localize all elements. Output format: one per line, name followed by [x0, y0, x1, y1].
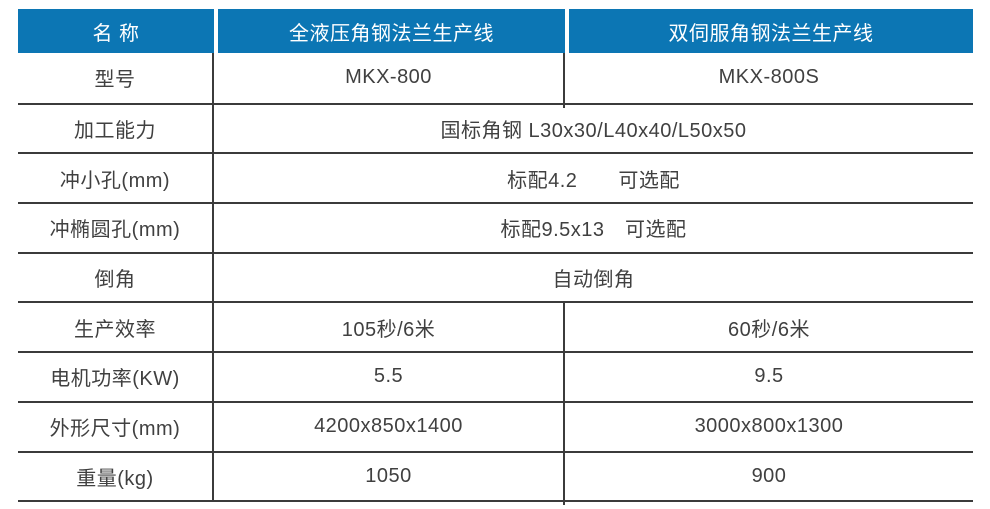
row-value-2: 900	[751, 464, 787, 487]
row-value-1: 105秒/6米	[214, 303, 565, 356]
table-row-small-hole: 冲小孔(mm) 标配4.2 可选配	[18, 152, 973, 203]
row-label: 重量(kg)	[18, 452, 214, 501]
row-value-2: MKX-800S	[718, 66, 820, 89]
table-row-oval-hole: 冲椭圆孔(mm) 标配9.5x13 可选配	[18, 202, 973, 252]
row-value-span: 标配9.5x13 可选配	[500, 219, 687, 242]
row-label: 加工能力	[18, 104, 214, 153]
table-row-dimensions: 外形尺寸(mm) 4200x850x1400 3000x800x1300	[18, 400, 973, 456]
row-value-span: 标配4.2 可选配	[507, 169, 680, 192]
row-label: 电机功率(KW)	[18, 353, 214, 401]
row-value-2: 3000x800x1300	[694, 415, 844, 438]
row-value-1: MKX-800	[214, 53, 565, 108]
row-value-2: 60秒/6米	[728, 318, 810, 341]
row-label: 外形尺寸(mm)	[18, 402, 214, 451]
table-row-motor-power: 电机功率(KW) 5.5 9.5	[18, 351, 973, 406]
table-row-model: 型号 MKX-800 MKX-800S	[18, 53, 973, 108]
row-value-1: 1050	[214, 452, 565, 505]
table-row-weight: 重量(kg) 1050 900	[18, 450, 973, 505]
row-value-2: 9.5	[754, 365, 784, 388]
table-row-chamfer: 倒角 自动倒角	[18, 251, 973, 302]
header-product-1: 全液压角钢法兰生产线	[214, 9, 565, 53]
table-header-row: 名 称 全液压角钢法兰生产线 双伺服角钢法兰生产线	[18, 9, 973, 53]
row-value-1: 4200x850x1400	[214, 402, 565, 456]
table-row-efficiency: 生产效率 105秒/6米 60秒/6米	[18, 301, 973, 356]
row-label: 生产效率	[18, 303, 214, 352]
row-value-1: 5.5	[214, 353, 565, 406]
row-value-span: 自动倒角	[552, 269, 635, 292]
row-label: 冲椭圆孔(mm)	[18, 204, 214, 252]
header-name-label: 名 称	[18, 9, 214, 53]
header-product-2: 双伺服角钢法兰生产线	[565, 9, 973, 53]
row-label: 冲小孔(mm)	[18, 154, 214, 203]
row-value-span: 国标角钢 L30x30/L40x40/L50x50	[440, 120, 747, 143]
row-label: 型号	[18, 53, 214, 103]
table-row-capacity: 加工能力 国标角钢 L30x30/L40x40/L50x50	[18, 102, 973, 153]
row-label: 倒角	[18, 253, 214, 302]
product-spec-table: 名 称 全液压角钢法兰生产线 双伺服角钢法兰生产线 型号 MKX-800 MKX…	[18, 9, 973, 505]
